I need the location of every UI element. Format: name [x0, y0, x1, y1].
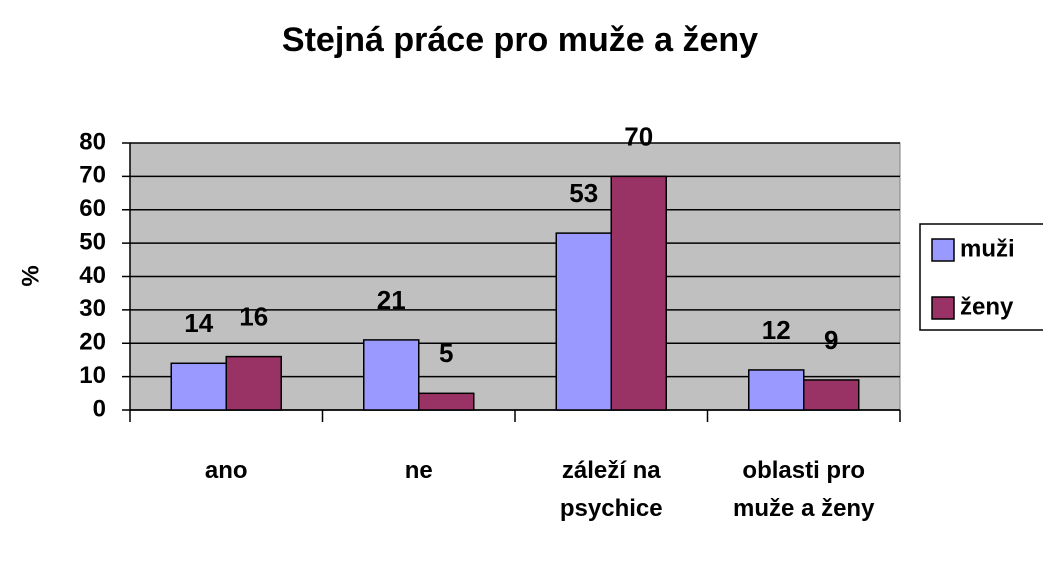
- data-label: 53: [569, 178, 598, 208]
- y-tick-label: 70: [79, 162, 106, 189]
- bar: [555, 232, 612, 411]
- y-tick-label: 30: [79, 295, 106, 322]
- y-tick-label: 80: [79, 128, 106, 155]
- data-label: 12: [762, 315, 791, 345]
- bar: [418, 392, 475, 411]
- x-tick-label: záleží na psychice: [559, 457, 663, 522]
- y-axis-label: %: [17, 265, 44, 286]
- data-label: 9: [824, 325, 838, 355]
- legend-swatch: [931, 296, 955, 320]
- data-label: 5: [439, 338, 453, 368]
- x-tick-label: ne: [404, 457, 433, 484]
- data-label: 14: [184, 308, 213, 338]
- x-tick-label: ano: [204, 457, 248, 484]
- legend: muži ženy: [919, 223, 1043, 331]
- y-tick-label: 50: [79, 228, 106, 255]
- bar: [363, 339, 420, 411]
- bar: [610, 175, 667, 411]
- bar: [225, 355, 282, 411]
- chart-title: Stejná práce pro muže a ženy: [282, 21, 758, 59]
- legend-label: muži: [960, 235, 1015, 262]
- y-tick-label: 40: [79, 262, 106, 289]
- data-label: 21: [377, 285, 406, 315]
- bar: [170, 362, 227, 411]
- bar: [803, 379, 860, 411]
- y-tick-label: 0: [93, 395, 106, 422]
- bar: [748, 369, 805, 411]
- y-tick-label: 60: [79, 195, 106, 222]
- data-label: 70: [624, 121, 653, 151]
- x-tick-label: oblasti pro muže a ženy: [733, 457, 875, 522]
- y-tick-label: 10: [79, 362, 106, 389]
- legend-swatch: [931, 238, 955, 262]
- y-tick-label: 20: [79, 329, 106, 356]
- legend-label: ženy: [960, 293, 1014, 320]
- data-label: 16: [239, 301, 268, 331]
